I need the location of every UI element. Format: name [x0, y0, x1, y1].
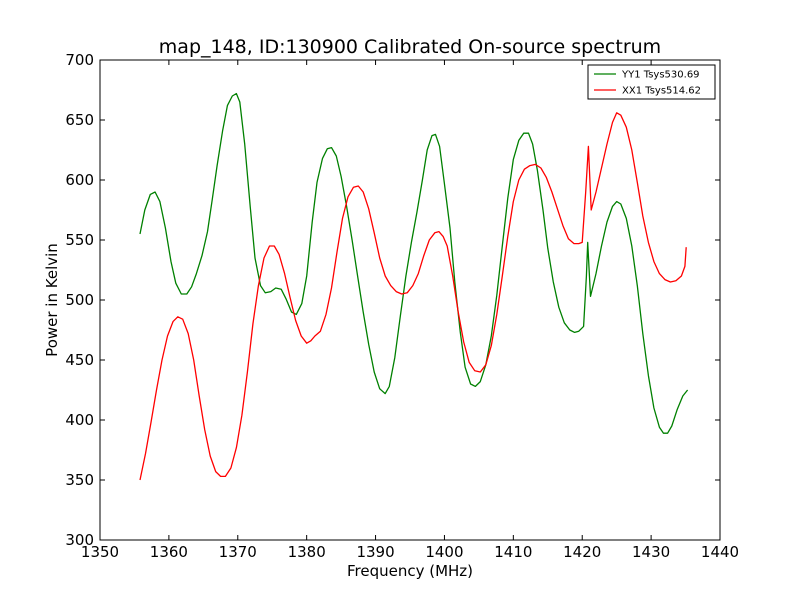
y-axis-label: Power in Kelvin — [43, 243, 61, 357]
x-tick-label: 1430 — [632, 543, 670, 561]
y-tick-label: 500 — [65, 291, 94, 309]
y-tick-label: 350 — [65, 471, 94, 489]
legend: YY1 Tsys530.69 XX1 Tsys514.62 — [587, 64, 716, 100]
x-tick-label: 1410 — [494, 543, 532, 561]
x-tick-label: 1440 — [701, 543, 739, 561]
y-tick-label: 450 — [65, 351, 94, 369]
x-axis-label: Frequency (MHz) — [347, 562, 473, 580]
legend-label-1: YY1 Tsys530.69 — [621, 70, 700, 81]
y-tick-label: 650 — [65, 111, 94, 129]
x-tick-label: 1380 — [288, 543, 326, 561]
y-tick-label: 300 — [65, 531, 94, 549]
axis-tick-labels: 1350 1360 1370 1380 1390 1400 1410 1420 1430 1440… — [65, 51, 739, 561]
series-line-2 — [139, 112, 687, 481]
y-tick-label: 400 — [65, 411, 94, 429]
series-lines — [139, 92, 689, 481]
x-tick-label: 1350 — [81, 543, 119, 561]
chart-title: map_148, ID:130900 Calibrated On-source … — [159, 36, 661, 58]
legend-box — [587, 64, 716, 100]
y-tick-label: 550 — [65, 231, 94, 249]
series-line-1 — [139, 92, 689, 434]
y-tick-label: 700 — [65, 51, 94, 69]
axis-ticks — [99, 59, 721, 541]
legend-label-2: XX1 Tsys514.62 — [622, 86, 701, 97]
x-tick-label: 1420 — [563, 543, 601, 561]
x-tick-label: 1370 — [219, 543, 257, 561]
y-tick-label: 600 — [65, 171, 94, 189]
x-tick-label: 1360 — [150, 543, 188, 561]
x-tick-label: 1400 — [425, 543, 463, 561]
x-tick-label: 1390 — [356, 543, 394, 561]
